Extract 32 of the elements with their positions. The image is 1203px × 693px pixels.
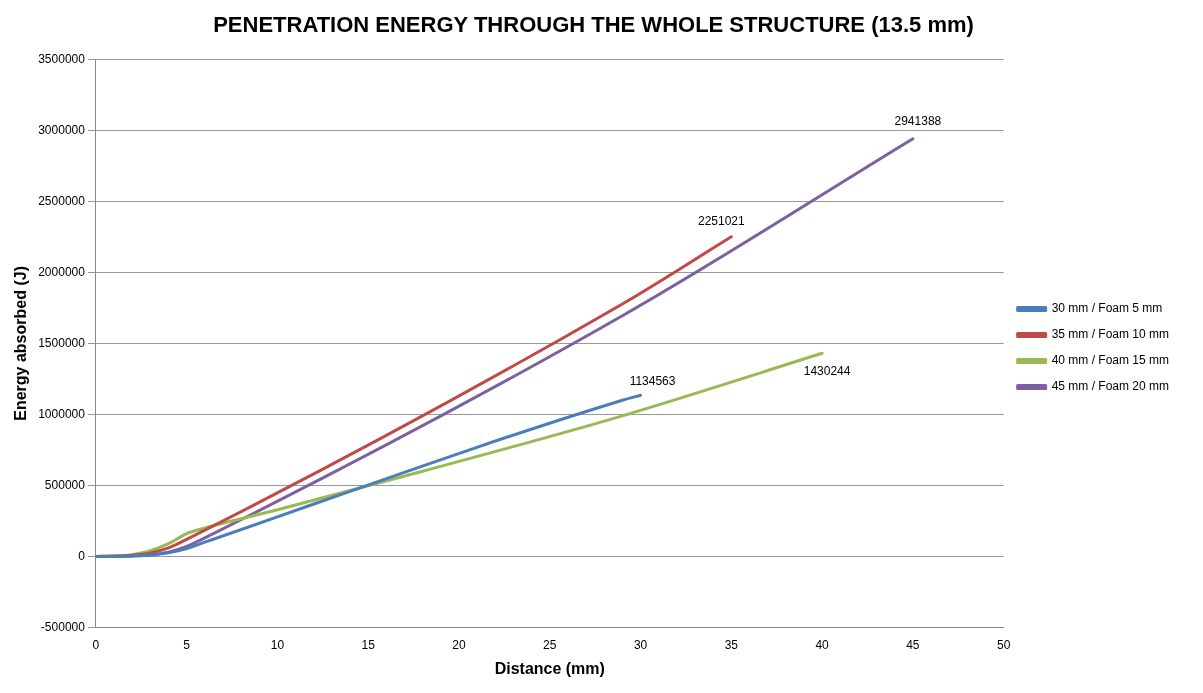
y-tick-label: 2500000 (38, 193, 86, 208)
legend-label: 35 mm / Foam 10 mm (1051, 327, 1169, 342)
y-axis-title: Energy absorbed (J) (12, 266, 30, 421)
annotation: 2251021 (697, 213, 746, 228)
annotation: 1134563 (629, 374, 676, 389)
y-tick-label: 3500000 (38, 51, 86, 66)
annotation: 2941388 (894, 113, 942, 128)
legend-label: 45 mm / Foam 20 mm (1051, 379, 1169, 394)
x-tick-label: 10 (270, 637, 285, 652)
y-tick-label: -500000 (40, 619, 86, 634)
line-series (95, 393, 643, 558)
annotation: 1430244 (803, 364, 851, 379)
x-tick-label: 0 (92, 637, 100, 652)
x-tick-label: 50 (996, 637, 1011, 652)
y-tick-label: 1500000 (38, 335, 86, 350)
y-tick-label: 0 (78, 548, 86, 563)
x-tick-label: 20 (452, 637, 466, 652)
x-tick-label: 45 (906, 637, 920, 652)
chart-title: PENETRATION ENERGY THROUGH THE WHOLE STRUCTURE (13.5 mm) (213, 12, 974, 38)
x-tick-label: 5 (183, 637, 191, 652)
legend-label: 40 mm / Foam 15 mm (1051, 353, 1169, 368)
y-tick-label: 3000000 (38, 122, 86, 137)
y-tick-label: 1000000 (38, 406, 86, 421)
x-tick-label: 30 (633, 637, 648, 652)
x-tick-label: 40 (815, 637, 830, 652)
x-tick-label: 25 (543, 637, 557, 652)
x-axis-title: Distance (mm) (494, 659, 605, 677)
y-tick-label: 2000000 (38, 264, 86, 279)
x-tick-label: 35 (724, 637, 739, 652)
x-tick-label: 15 (361, 637, 376, 652)
y-tick-label: 500000 (44, 477, 86, 492)
legend-label: 30 mm / Foam 5 mm (1051, 301, 1163, 316)
